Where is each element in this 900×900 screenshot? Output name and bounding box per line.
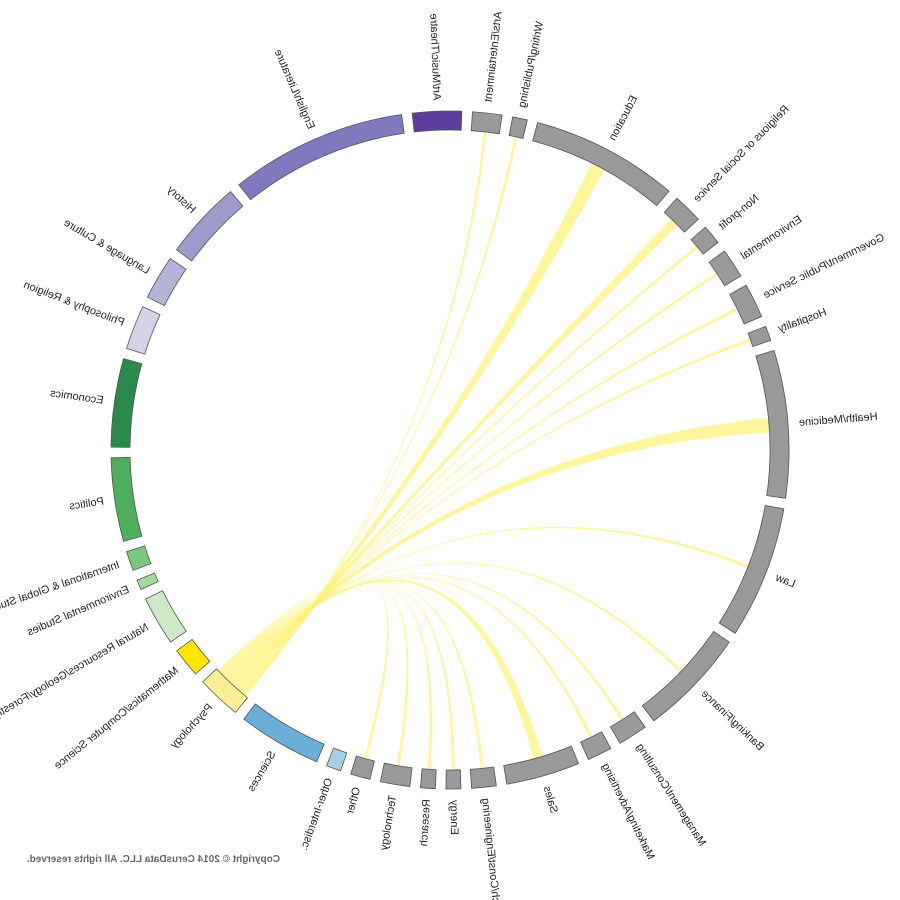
label-religious-or-social-service: Religious or Social Service <box>691 103 791 205</box>
segment-management-consulting <box>609 711 646 744</box>
segment-mathematics-computer-science <box>176 638 211 675</box>
segment-economics <box>110 358 143 448</box>
segment-arts-entertainment <box>470 111 503 135</box>
label-education: Education <box>607 94 640 143</box>
segment-religious-or-social-service <box>663 197 699 233</box>
label-writing-publishing: Writing/Publishing <box>516 20 546 108</box>
segment-international-global-studies <box>126 545 152 571</box>
ribbon-layer <box>218 131 770 770</box>
label-arts-entertainment: Arts/Entertainment <box>483 11 505 103</box>
segment-technology <box>379 762 413 788</box>
segment-health-medicine <box>755 349 790 499</box>
segment-environmental-studies <box>136 572 159 590</box>
label-layer: Art/Music/Theatre English/Literature Histo… <box>0 11 886 900</box>
segment-psychology <box>202 668 249 714</box>
segment-philosophy-religion <box>126 306 161 355</box>
label-english-literature: English/Literature <box>272 48 317 131</box>
label-technology: Technology <box>378 794 399 851</box>
ribbon-hospitality <box>232 338 751 686</box>
label-sales: Sales <box>540 784 559 814</box>
label-government-public-service: Government/Public Service <box>762 232 887 301</box>
segment-english-literature <box>238 114 405 201</box>
label-language-culture: Language & Culture <box>62 217 152 277</box>
segment-sciences <box>243 703 325 763</box>
segment-arch-const-engineering <box>469 766 497 789</box>
ribbon-education <box>239 163 605 695</box>
label-philosophy-religion: Philosophy & Religion <box>22 279 126 329</box>
copyright-text: Copyright © 2014 CerusData LLC. All righ… <box>27 854 280 865</box>
label-non-profit: Non-profit <box>716 192 761 232</box>
segment-non-profit <box>690 226 719 255</box>
label-economics: Economics <box>49 387 104 406</box>
chord-mirror-group: Art/Music/Theatre English/Literature Histo… <box>0 11 886 900</box>
label-research: Research <box>418 799 433 847</box>
segment-law <box>718 505 785 634</box>
label-sciences: Sciences <box>245 749 278 794</box>
segment-natural-resources-geology-forestry <box>144 590 187 643</box>
label-mathematics-computer-science: Mathematics/Computer Science <box>52 665 181 772</box>
ribbon-health-medicine <box>228 418 770 686</box>
segment-other-interdisc <box>326 747 348 772</box>
label-health-medicine: Health/Medicine <box>798 411 878 429</box>
label-energy: Energy <box>448 799 460 834</box>
label-environmental: Environmental <box>739 213 804 262</box>
segment-hospitality <box>747 325 772 348</box>
label-arch-const-engineering: Arch/Const/Engineering <box>479 798 503 900</box>
label-psychology: Psychology <box>168 702 216 752</box>
segment-layer <box>110 110 790 790</box>
ribbon-writing-publishing <box>243 136 518 696</box>
label-art-music-theatre: Art/Music/Theatre <box>427 13 442 100</box>
segment-language-culture <box>146 257 187 307</box>
segment-energy <box>445 769 462 790</box>
segment-history <box>175 191 244 262</box>
segment-art-music-theatre <box>411 110 463 133</box>
ribbon-management-consulting <box>225 573 624 721</box>
label-history: History <box>164 183 198 215</box>
label-hospitality: Hospitality <box>776 306 828 335</box>
segment-sales <box>503 745 580 785</box>
segment-banking-finance <box>641 630 730 722</box>
label-banking-finance: Banking/Finance <box>699 688 766 753</box>
segment-environmental <box>708 250 742 287</box>
segment-marketing-advertising <box>580 731 612 761</box>
label-other: Other <box>344 786 363 816</box>
segment-writing-publishing <box>508 116 528 139</box>
segment-government-public-service <box>729 284 763 325</box>
label-law: Law <box>774 572 797 591</box>
segment-education <box>532 122 670 207</box>
segment-research <box>419 768 437 790</box>
ribbon-marketing-advertising <box>224 576 593 738</box>
label-politics: Politics <box>68 496 105 513</box>
segment-other <box>350 755 375 780</box>
label-other-interdisc: Other-Interdisc. <box>298 777 335 852</box>
label-marketing-advertising: Marketing/Advertising <box>599 761 656 861</box>
label-international-global-studies: International & Global Studies <box>0 559 121 618</box>
segment-politics <box>110 456 143 542</box>
